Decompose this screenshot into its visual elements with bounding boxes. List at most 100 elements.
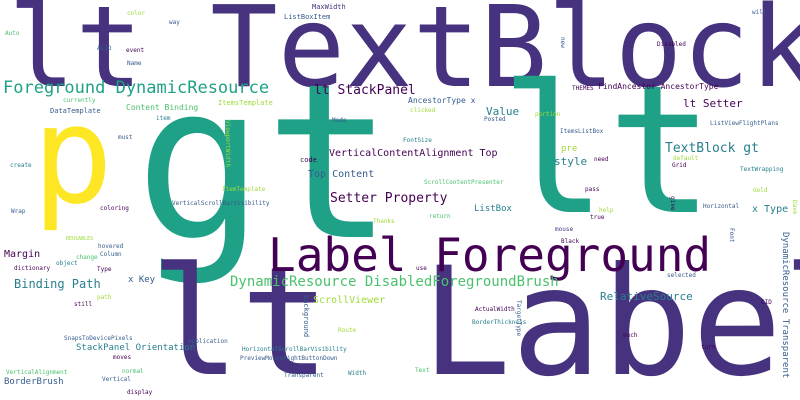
word: REUSABLES (66, 236, 94, 242)
word: ListBox (474, 204, 512, 214)
word: true (590, 214, 605, 221)
word: portion (535, 111, 561, 118)
word: Wrap (11, 208, 26, 215)
word: FontSize (403, 137, 432, 144)
word: ItemsListBox (560, 128, 604, 135)
word: use (416, 265, 427, 272)
word: give (669, 196, 676, 211)
word: display (127, 389, 153, 396)
word: BorderThickness (472, 319, 527, 326)
word: PreviewMouseRightButtonDown (240, 355, 338, 362)
word: BorderBrush (4, 377, 64, 387)
word: Route (338, 327, 357, 334)
word: Posted (484, 116, 506, 123)
word: Grid (672, 162, 687, 169)
word: Top Content (308, 169, 375, 180)
word: VerticalScrollBarVisibility (172, 200, 270, 207)
word: pre (561, 144, 578, 154)
word: Black (561, 238, 580, 245)
word: Transparent (284, 372, 324, 379)
word: object (56, 260, 78, 267)
word: application (188, 338, 228, 345)
word: path (97, 294, 112, 301)
word: Thanks (373, 218, 395, 225)
word: color (127, 10, 146, 17)
word: Name (127, 60, 142, 67)
word: Dave (791, 200, 798, 215)
word: create (10, 162, 32, 169)
word: ItemTemplate (222, 186, 266, 193)
word: lt Setter (683, 97, 743, 110)
word: lt (500, 47, 715, 254)
word: DynamicResource Transparent (780, 232, 790, 379)
word: clicked (410, 107, 436, 114)
word: Font (728, 228, 735, 243)
word: dictionary (14, 265, 51, 272)
word: help (599, 207, 614, 214)
word: x Key (128, 275, 156, 285)
word: moves (113, 354, 132, 361)
word: Mode (332, 117, 347, 124)
word: FindAncestor AncestorType (598, 82, 719, 91)
word: ItemsTemplate (218, 99, 273, 107)
word: StackPanel Orientation (76, 343, 196, 353)
word: TextBlock gt (665, 141, 759, 156)
word: selected (667, 272, 696, 279)
word: DataTemplate (50, 107, 101, 115)
word: coloring (100, 205, 129, 212)
word: Binding Path (14, 277, 101, 291)
word: Margin (4, 249, 41, 260)
word: must (118, 134, 133, 141)
word: THEMES (572, 85, 594, 92)
word: ScrollContentPresenter (424, 179, 504, 186)
word: ScrollViewer (313, 295, 386, 306)
word: new (559, 37, 566, 48)
word: background (302, 295, 310, 338)
word: Disabled (657, 41, 686, 48)
word: Column (100, 251, 122, 258)
word: RelativeSource (600, 290, 693, 303)
word: style (554, 155, 588, 168)
word: event (126, 47, 145, 54)
word: Gold (753, 187, 768, 194)
word: lt TextBlock (8, 0, 800, 113)
word: Horizontal (703, 203, 740, 210)
word: ActualWidth (475, 306, 515, 313)
word: mouse (555, 226, 574, 233)
word: lt StackPanel (314, 83, 416, 98)
word: much (623, 332, 638, 339)
word: lt Label (150, 236, 800, 400)
word: ListViewFlightPlans (710, 120, 779, 127)
word: code (300, 156, 317, 164)
word: Width (348, 370, 367, 377)
word: Content Binding (126, 103, 199, 112)
word: TargetType (515, 300, 522, 337)
word: normal (122, 368, 144, 375)
word: still (74, 301, 93, 308)
word: change (76, 254, 98, 261)
word: VerticalAlignment (6, 369, 68, 376)
word: DynamicResource DisabledForegroundBrush (230, 274, 559, 290)
word: ViewportWidth (224, 120, 231, 167)
word: Setter Property (330, 191, 448, 206)
word: need (594, 156, 609, 163)
word: Foreground DynamicResource (3, 78, 270, 98)
word: Label Foreground (268, 228, 712, 282)
word: gt (135, 37, 394, 288)
word: way (169, 19, 180, 26)
word: default (673, 155, 699, 162)
word: VerticalContentAlignment Top (329, 148, 498, 159)
word: turn (701, 344, 716, 351)
word: Type (97, 266, 112, 273)
word: item (156, 115, 171, 122)
word: Vertical (102, 376, 131, 383)
word: SnapsToDevicePixels (64, 335, 133, 342)
word: TextWrapping (740, 166, 784, 173)
word: hovered (98, 243, 124, 250)
word: currently (63, 97, 96, 104)
word: pass (585, 186, 600, 193)
word: MaxWidth (312, 3, 346, 11)
word: Text (415, 367, 430, 374)
word: return (429, 213, 451, 220)
